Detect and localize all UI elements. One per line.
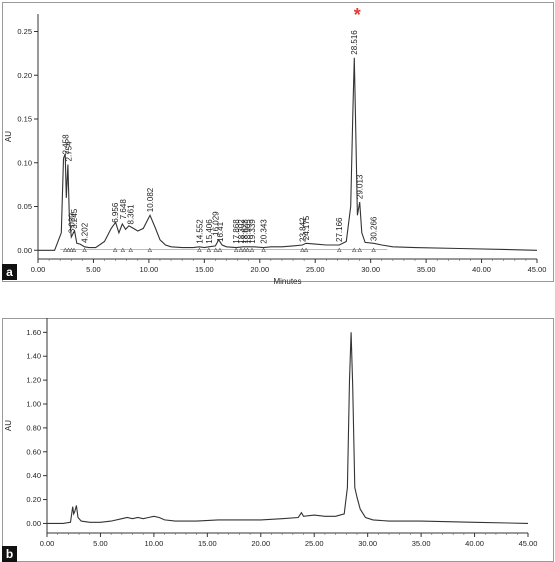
panel-b-y-tick-label: 1.40 [26, 352, 41, 361]
panel-a-peak-label: 7.648 [119, 199, 128, 220]
panel-a-peak-marker [303, 247, 309, 253]
panel-a-peak-marker [62, 247, 68, 253]
panel-a-peak-label: 19.339 [248, 219, 257, 244]
panel-a-y-tick-label: 0.15 [17, 115, 32, 124]
panel-a-peak-label: 24.175 [302, 215, 311, 240]
panel-a-peak-marker [249, 247, 255, 253]
panel-b-y-tick-label: 0.60 [26, 447, 41, 456]
panel-a-peak-label: 14.552 [195, 219, 204, 244]
panel-a-y-tick-label: 0.10 [17, 158, 32, 167]
panel-a-x-tick-label: 40.00 [472, 265, 491, 274]
panel-a-peak-label: 3.245 [70, 208, 79, 229]
panel-a-x-tick-label: 15.00 [195, 265, 214, 274]
panel-a-peak-marker [217, 247, 223, 253]
panel-a-peak-marker [120, 247, 126, 253]
panel-a-peak-marker [357, 247, 363, 253]
panel-b-trace [47, 332, 529, 524]
panel-a-peak-label: 16.41 [216, 221, 225, 242]
panel-a-peak-label: 18.623 [240, 219, 249, 244]
panel-a-peak-marker [69, 247, 74, 253]
panel-b-y-tick-label: 0.40 [26, 471, 41, 480]
panel-b-x-tick-label: 20.00 [251, 539, 270, 548]
panel-a-x-tick-label: 5.00 [86, 265, 101, 274]
panel-a-peak-marker [66, 247, 71, 253]
panel-a-peak-marker [197, 247, 202, 253]
panel-a-peak-marker [128, 247, 134, 253]
panel-a-peak-marker [336, 247, 342, 253]
panel-a-peak-label: 23.842 [298, 217, 307, 242]
panel-a-peak-label: 2.754 [65, 141, 74, 162]
panel-a-y-tick-label: 0.05 [17, 202, 32, 211]
panel-a-peak-label: 4.202 [81, 222, 90, 243]
panel-b-y-tick-label: 0.20 [26, 495, 41, 504]
panel-a-peak-label: 20.343 [260, 219, 269, 244]
panel-a-peak-marker [300, 247, 305, 253]
panel-a-y-axis-label: AU [4, 131, 13, 142]
panel-a-y-tick-label: 0.25 [17, 27, 32, 36]
panel-b-y-tick-label: 1.20 [26, 376, 41, 385]
panel-a-peak-marker [351, 247, 357, 253]
panel-a-peak-marker [82, 247, 87, 253]
panel-a-y-tick-label: 0.00 [17, 246, 32, 255]
panel-b-x-tick-label: 45.00 [519, 539, 538, 548]
panel-a-peak-label: 29.013 [356, 174, 365, 199]
panel-a-peak-label: 16.029 [212, 211, 221, 236]
panel-a-peak-label: 6.956 [111, 202, 120, 223]
panel-b-x-tick-label: 40.00 [465, 539, 484, 548]
panel-b-x-tick-label: 5.00 [93, 539, 108, 548]
panel-a-peak-marker [233, 247, 239, 253]
panel-a-peak-label: 3.020 [67, 213, 76, 234]
panel-a-peak-label: 17.868 [232, 219, 241, 244]
panel-a-peak-label: 10.082 [146, 187, 155, 212]
panel-a-peak-label: 18.905 [244, 219, 253, 244]
panel-a-peak-label: 18.302 [237, 219, 246, 244]
panel-b-y-tick-label: 0.00 [26, 519, 41, 528]
panel-a-peak-marker [371, 247, 376, 253]
panel-a-x-tick-label: 30.00 [361, 265, 380, 274]
panel-b-x-tick-label: 10.00 [144, 539, 163, 548]
panel-a-peak-label: 8.361 [127, 204, 136, 225]
panel-a-x-tick-label: 35.00 [417, 265, 436, 274]
panel-a-peak-marker [261, 247, 266, 253]
panel-b-letter: b [2, 546, 17, 562]
panel-b-x-tick-label: 0.00 [40, 539, 55, 548]
panel-a-x-tick-label: 45.00 [528, 265, 547, 274]
panel-b-y-tick-label: 1.00 [26, 400, 41, 409]
panel-a-peak-marker [147, 247, 153, 253]
panel-b-x-tick-label: 30.00 [358, 539, 377, 548]
panel-a-peak-marker [206, 247, 212, 253]
panel-a-peak-asterisk: * [354, 5, 361, 25]
panel-a-frame [2, 2, 554, 282]
panel-b-x-tick-label: 15.00 [198, 539, 217, 548]
panel-a-peak-marker [238, 247, 244, 253]
panel-a-peak-label: 30.266 [370, 216, 379, 241]
panel-a-trace [38, 57, 538, 251]
panel-a-x-axis-label: Minutes [273, 277, 301, 286]
panel-a-letter: a [2, 264, 17, 280]
panel-a-peak-label: 15.406 [205, 219, 214, 244]
panel-b-y-tick-label: 1.60 [26, 328, 41, 337]
panel-a-peak-marker [112, 247, 118, 253]
panel-a-peak-marker [245, 247, 250, 253]
panel-a-x-tick-label: 0.00 [31, 265, 46, 274]
panel-a-peak-marker [213, 247, 219, 253]
panel-a-peak-label: 28.516 [350, 30, 359, 55]
panel-a-peak-label: 2.458 [61, 134, 70, 155]
panel-b-x-tick-label: 25.00 [305, 539, 324, 548]
panel-a-y-tick-label: 0.20 [17, 71, 32, 80]
panel-a-x-tick-label: 25.00 [306, 265, 325, 274]
panel-a-peak-marker [242, 247, 247, 253]
panel-a-peak-label: 27.166 [335, 217, 344, 242]
panel-b-y-axis-label: AU [4, 420, 13, 431]
panel-b-x-tick-label: 35.00 [412, 539, 431, 548]
panel-a-x-tick-label: 10.00 [139, 265, 158, 274]
panel-b-y-tick-label: 0.80 [26, 423, 41, 432]
panel-b-frame [2, 318, 554, 562]
panel-a-x-tick-label: 20.00 [250, 265, 269, 274]
panel-a-peak-marker [71, 247, 77, 253]
